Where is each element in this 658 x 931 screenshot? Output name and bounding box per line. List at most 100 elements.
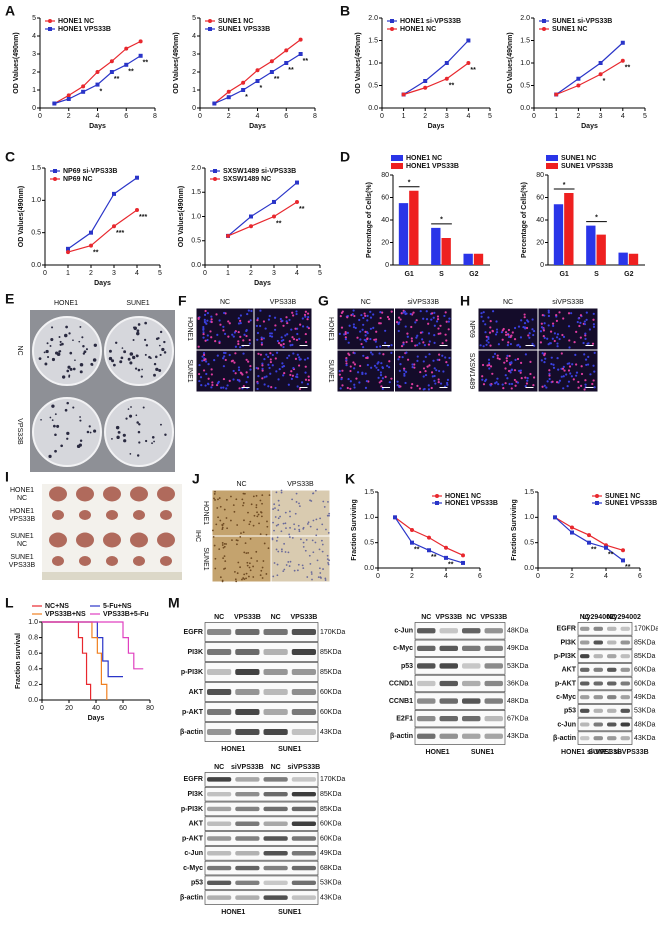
protein-label: E2F1 (396, 715, 413, 722)
cell (404, 381, 407, 385)
legend-marker (213, 169, 217, 173)
cell (222, 311, 226, 315)
protein-label: c-Myc (393, 645, 413, 652)
cell (213, 359, 216, 362)
cell (295, 338, 299, 342)
cell (488, 367, 491, 370)
x-tick-label: 2 (89, 270, 93, 277)
band (417, 733, 436, 739)
x-tick-label: 1 (66, 270, 70, 277)
cell (399, 385, 402, 388)
cell (390, 344, 393, 347)
colony (127, 357, 131, 361)
nucleus (223, 508, 226, 511)
point (427, 535, 431, 540)
nucleus (275, 491, 278, 494)
cell (548, 369, 551, 372)
cell (592, 379, 595, 382)
y-axis-label: Fraction Surviving (511, 499, 518, 560)
group-label: SUNE1 (278, 909, 301, 916)
cell (561, 367, 565, 370)
band (462, 680, 481, 687)
legend-marker (208, 27, 212, 31)
cell (555, 319, 559, 322)
nucleus (248, 575, 250, 578)
band (620, 695, 630, 700)
x-tick-label: 4 (96, 113, 100, 120)
nucleus (248, 566, 251, 569)
blot-strip (204, 801, 319, 817)
cell (430, 386, 433, 390)
cell (568, 339, 571, 342)
cell (216, 382, 220, 385)
cell (231, 359, 235, 362)
ruler (42, 572, 182, 580)
legend-marker (595, 494, 599, 498)
cell (287, 383, 290, 386)
cell (269, 358, 272, 361)
y-tick-label: 1.5 (524, 489, 534, 496)
cell (551, 380, 554, 383)
bar (618, 252, 628, 265)
cell (380, 385, 383, 388)
cell (414, 344, 417, 347)
cell (203, 313, 207, 316)
significance: ** (431, 554, 437, 561)
colony (125, 417, 128, 420)
cell (532, 329, 536, 333)
cell (580, 372, 584, 376)
nucleus (242, 577, 245, 579)
panel-letter: A (5, 3, 15, 19)
legend-label: 5-Fu+NS (103, 603, 132, 610)
legend-swatch (391, 155, 403, 161)
x-tick-label: 4 (621, 113, 625, 120)
cell (507, 333, 510, 336)
x-tick-label: 4 (135, 270, 139, 277)
y-axis-label: Percentage of Cells(%) (521, 182, 528, 258)
y-tick-label: 2.0 (520, 15, 530, 22)
cell (349, 369, 352, 373)
legend-label: NP69 NC (63, 176, 93, 183)
nucleus (294, 512, 297, 515)
cell (528, 336, 531, 339)
nucleus (326, 514, 329, 517)
cell (206, 334, 209, 337)
cell (388, 366, 391, 369)
lane-label: VPS33B (234, 614, 261, 621)
cell (566, 385, 569, 388)
nucleus (239, 536, 242, 538)
cell (433, 324, 436, 327)
nucleus (273, 503, 276, 506)
cell (206, 338, 209, 342)
cell (547, 311, 550, 314)
nucleus (239, 566, 241, 569)
tumor (79, 556, 91, 566)
legend-label: HONE1 NC (400, 26, 436, 33)
blot-strip (204, 682, 319, 702)
cell (290, 370, 293, 373)
cell (269, 352, 272, 355)
cell (380, 362, 383, 365)
nucleus (289, 515, 291, 518)
cell (560, 375, 563, 378)
protein-label: p-PI3K (554, 653, 576, 660)
nucleus (320, 577, 322, 579)
band (207, 791, 232, 797)
cell (204, 384, 207, 387)
band (291, 629, 316, 635)
nucleus (310, 571, 313, 573)
cell (577, 317, 580, 320)
protein-label: AKT (189, 689, 204, 696)
cell (416, 344, 419, 347)
row-label: NP69 (468, 320, 475, 338)
nucleus (213, 493, 216, 495)
cell (340, 378, 343, 381)
cell (428, 353, 431, 356)
band (462, 698, 481, 704)
point (138, 39, 143, 44)
cell (583, 320, 586, 323)
cell (510, 334, 513, 337)
cell (360, 342, 363, 346)
nucleus (214, 557, 217, 560)
cell (298, 356, 301, 359)
